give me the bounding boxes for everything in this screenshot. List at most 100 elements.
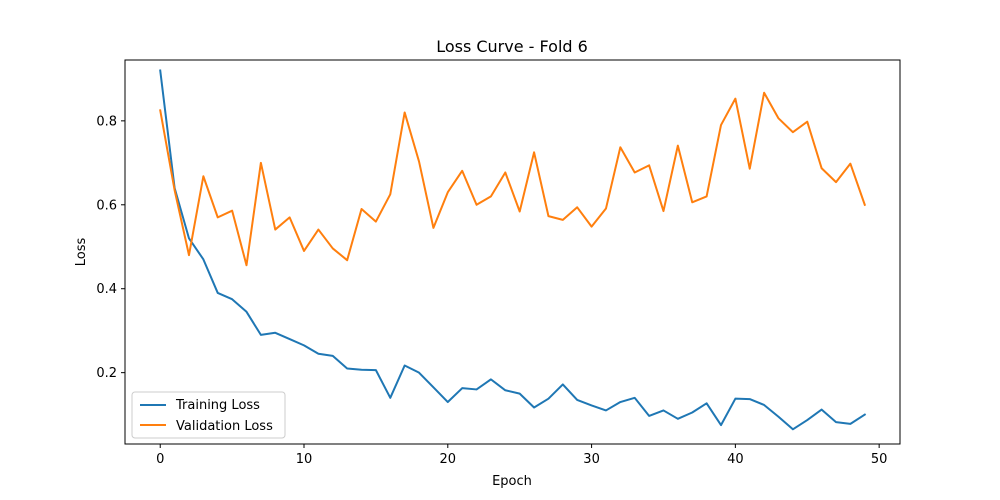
data-point-training-loss (346, 367, 348, 369)
legend: Training Loss Validation Loss (131, 391, 286, 439)
data-point-validation-loss (576, 206, 578, 208)
data-point-validation-loss (547, 215, 549, 217)
data-point-training-loss (648, 415, 650, 417)
data-point-training-loss (361, 369, 363, 371)
data-point-validation-loss (519, 211, 521, 213)
data-point-validation-loss (504, 171, 506, 173)
data-point-validation-loss (389, 193, 391, 195)
data-point-training-loss (691, 412, 693, 414)
x-tick-label: 30 (583, 452, 600, 467)
x-tick-label: 0 (156, 452, 164, 467)
legend-label-training-loss: Training Loss (175, 398, 260, 413)
data-point-validation-loss (246, 264, 248, 266)
data-point-training-loss (202, 258, 204, 260)
data-point-training-loss (706, 402, 708, 404)
data-point-validation-loss (260, 162, 262, 164)
data-point-validation-loss (418, 161, 420, 163)
y-axis-ticks: 0.2 0.4 0.6 0.8 (96, 114, 125, 381)
data-point-validation-loss (778, 117, 780, 119)
data-point-training-loss (720, 424, 722, 426)
data-point-validation-loss (174, 189, 176, 191)
data-point-validation-loss (461, 170, 463, 172)
data-point-validation-loss (806, 121, 808, 123)
data-point-training-loss (778, 416, 780, 418)
data-point-validation-loss (864, 204, 866, 206)
data-point-training-loss (504, 389, 506, 391)
data-point-training-loss (461, 387, 463, 389)
data-point-validation-loss (317, 229, 319, 231)
data-point-validation-loss (188, 254, 190, 256)
plot-area (159, 69, 867, 431)
data-point-training-loss (792, 428, 794, 430)
data-point-validation-loss (361, 208, 363, 210)
data-point-validation-loss (375, 221, 377, 223)
legend-box (131, 391, 286, 439)
data-point-validation-loss (677, 145, 679, 147)
data-point-validation-loss (792, 131, 794, 133)
series-line-training-loss (159, 69, 867, 431)
data-point-validation-loss (591, 226, 593, 228)
data-point-validation-loss (734, 98, 736, 100)
data-point-validation-loss (821, 167, 823, 169)
data-point-validation-loss (849, 163, 851, 165)
data-point-training-loss (159, 69, 161, 71)
data-point-training-loss (519, 393, 521, 395)
data-point-training-loss (562, 383, 564, 385)
data-point-training-loss (634, 397, 636, 399)
data-point-validation-loss (432, 227, 434, 229)
data-point-training-loss (289, 338, 291, 340)
data-point-training-loss (188, 237, 190, 239)
data-point-validation-loss (619, 146, 621, 148)
y-tick-label: 0.8 (96, 114, 117, 129)
data-point-training-loss (835, 421, 837, 423)
data-point-validation-loss (662, 210, 664, 212)
data-point-training-loss (476, 388, 478, 390)
data-point-validation-loss (763, 92, 765, 94)
data-point-training-loss (418, 372, 420, 374)
data-point-training-loss (677, 418, 679, 420)
x-tick-label: 10 (296, 452, 313, 467)
data-point-training-loss (260, 334, 262, 336)
x-tick-label: 40 (727, 452, 744, 467)
data-point-validation-loss (303, 250, 305, 252)
data-point-training-loss (217, 292, 219, 294)
data-point-training-loss (375, 369, 377, 371)
data-point-training-loss (806, 419, 808, 421)
data-point-training-loss (734, 398, 736, 400)
data-point-training-loss (605, 409, 607, 411)
data-point-validation-loss (648, 164, 650, 166)
data-point-validation-loss (159, 109, 161, 111)
data-point-validation-loss (217, 216, 219, 218)
x-axis-label: Epoch (492, 474, 532, 489)
data-point-training-loss (576, 399, 578, 401)
data-point-training-loss (619, 401, 621, 403)
data-point-training-loss (591, 404, 593, 406)
data-point-validation-loss (332, 247, 334, 249)
data-point-validation-loss (447, 191, 449, 193)
data-point-validation-loss (835, 181, 837, 183)
data-point-training-loss (547, 398, 549, 400)
data-point-training-loss (246, 311, 248, 313)
data-point-training-loss (821, 409, 823, 411)
data-point-training-loss (849, 423, 851, 425)
data-point-training-loss (231, 298, 233, 300)
data-point-validation-loss (562, 219, 564, 221)
data-point-training-loss (533, 406, 535, 408)
data-point-validation-loss (490, 195, 492, 197)
data-point-validation-loss (202, 175, 204, 177)
data-point-training-loss (389, 397, 391, 399)
data-point-validation-loss (346, 259, 348, 261)
axes-frame (124, 59, 901, 445)
data-point-training-loss (317, 353, 319, 355)
data-point-training-loss (749, 398, 751, 400)
data-point-validation-loss (274, 229, 276, 231)
data-point-validation-loss (634, 171, 636, 173)
series-line-validation-loss (159, 91, 867, 267)
y-tick-label: 0.4 (96, 282, 117, 297)
data-point-validation-loss (289, 216, 291, 218)
data-point-training-loss (864, 414, 866, 416)
data-point-training-loss (303, 344, 305, 346)
chart-title: Loss Curve - Fold 6 (436, 37, 588, 56)
data-point-training-loss (763, 404, 765, 406)
